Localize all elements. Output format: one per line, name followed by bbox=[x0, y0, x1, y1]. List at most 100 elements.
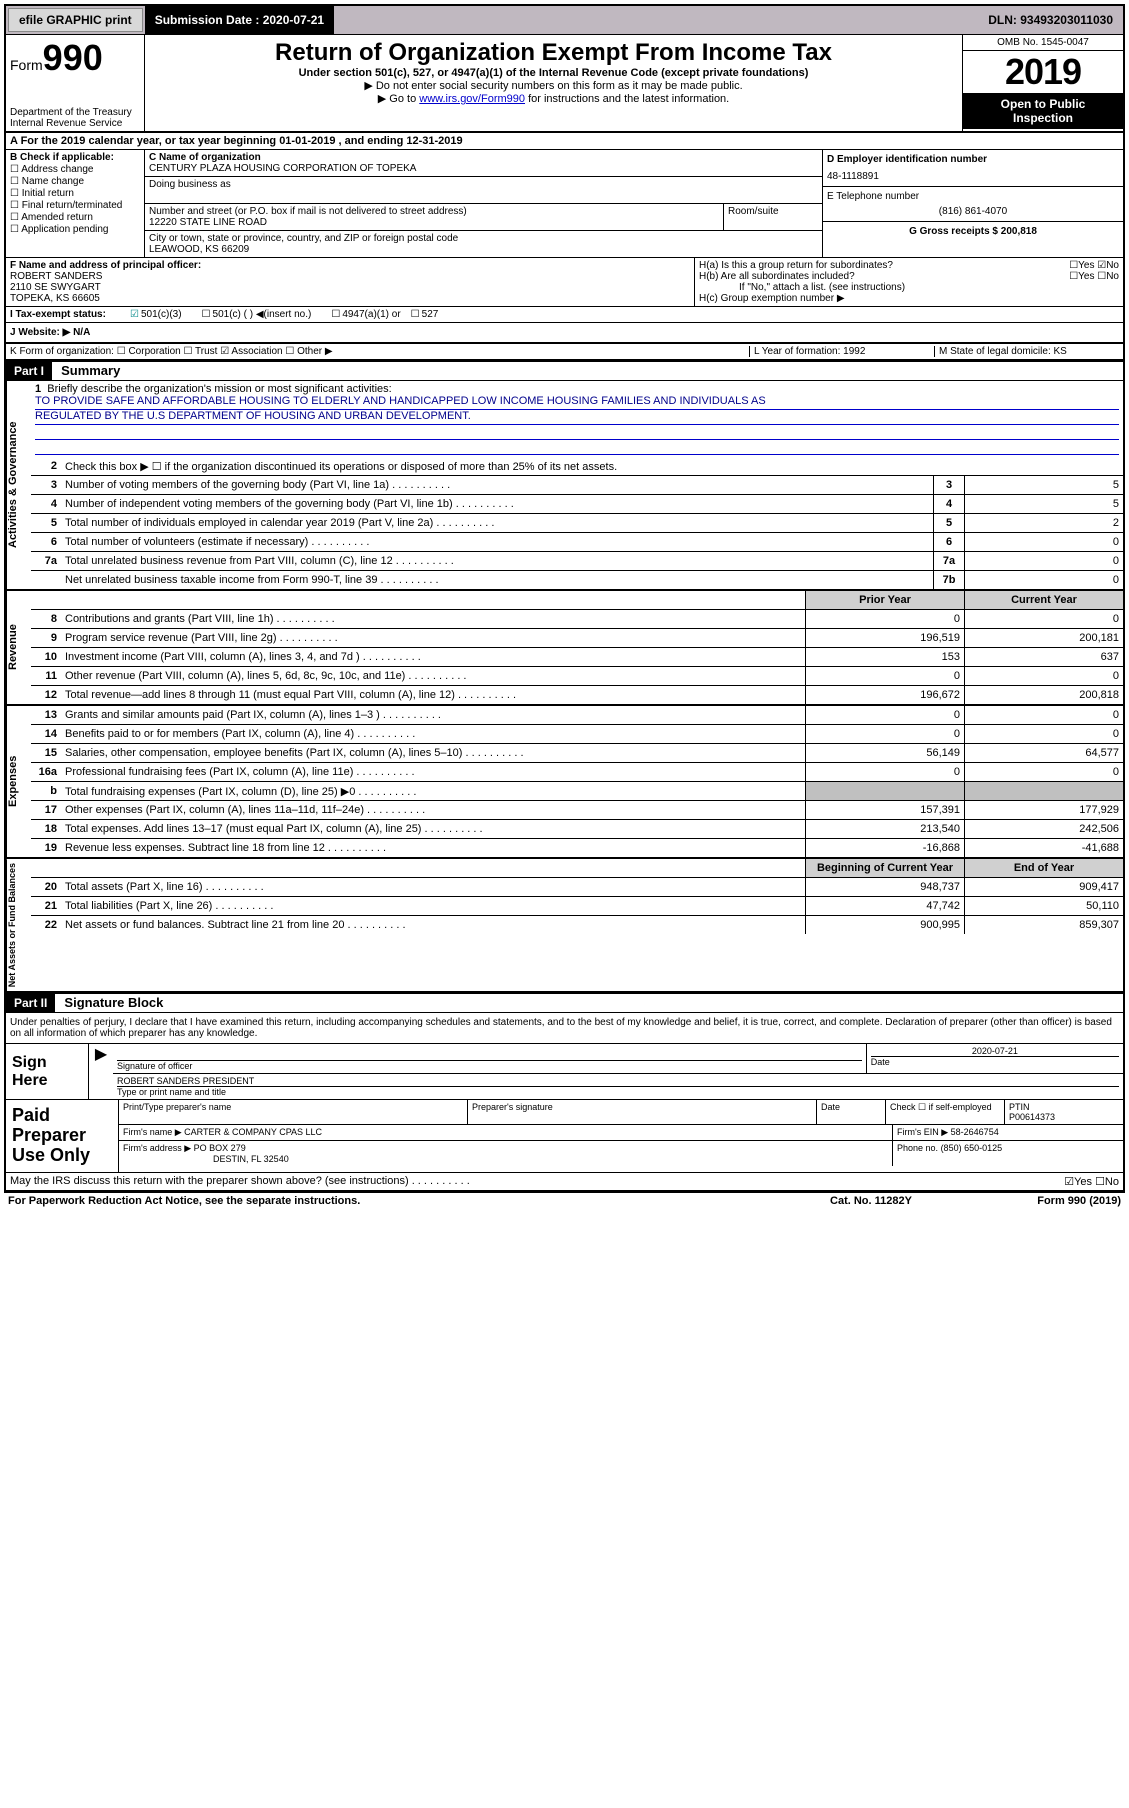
begin-year-header: Beginning of Current Year bbox=[805, 859, 964, 877]
sign-arrow-icon: ▶ bbox=[89, 1044, 113, 1099]
summary-line: 15Salaries, other compensation, employee… bbox=[31, 744, 1123, 763]
year-formation: L Year of formation: 1992 bbox=[749, 346, 934, 357]
open-to-public: Open to Public Inspection bbox=[963, 93, 1123, 129]
summary-expenses: Expenses 13Grants and similar amounts pa… bbox=[6, 706, 1123, 859]
officer-name: ROBERT SANDERS bbox=[10, 271, 690, 282]
discuss-answer: ☑Yes ☐No bbox=[1064, 1175, 1119, 1188]
chk-initial-return[interactable]: Initial return bbox=[10, 188, 140, 199]
summary-line: 12Total revenue—add lines 8 through 11 (… bbox=[31, 686, 1123, 704]
gov-line: 7aTotal unrelated business revenue from … bbox=[31, 552, 1123, 571]
col-b-checkboxes: B Check if applicable: Address change Na… bbox=[6, 150, 145, 257]
state-domicile: M State of legal domicile: KS bbox=[934, 346, 1119, 357]
paid-preparer-label: Paid Preparer Use Only bbox=[6, 1100, 119, 1171]
goto-note: ▶ Go to www.irs.gov/Form990 for instruct… bbox=[149, 92, 958, 105]
dept-treasury: Department of the Treasury bbox=[10, 107, 140, 118]
room-suite-label: Room/suite bbox=[724, 204, 822, 230]
vtab-netassets: Net Assets or Fund Balances bbox=[6, 859, 31, 991]
prior-year-header: Prior Year bbox=[805, 591, 964, 609]
officer-label: F Name and address of principal officer: bbox=[10, 260, 690, 271]
firm-name-label: Firm's name ▶ bbox=[123, 1127, 182, 1137]
summary-line: 17Other expenses (Part IX, column (A), l… bbox=[31, 801, 1123, 820]
sig-officer-label: Signature of officer bbox=[117, 1060, 862, 1071]
firm-ein: 58-2646754 bbox=[951, 1127, 999, 1137]
paid-preparer-row: Paid Preparer Use Only Print/Type prepar… bbox=[6, 1100, 1123, 1172]
hb-note: If "No," attach a list. (see instruction… bbox=[699, 282, 1119, 293]
discuss-question: May the IRS discuss this return with the… bbox=[10, 1175, 1064, 1188]
summary-line: 13Grants and similar amounts paid (Part … bbox=[31, 706, 1123, 725]
form-number: Form990 bbox=[10, 37, 140, 79]
vtab-governance: Activities & Governance bbox=[6, 381, 31, 589]
line-1-briefly: 1 Briefly describe the organization's mi… bbox=[31, 381, 1123, 457]
summary-line: 9Program service revenue (Part VIII, lin… bbox=[31, 629, 1123, 648]
summary-line: 10Investment income (Part VIII, column (… bbox=[31, 648, 1123, 667]
cat-number: Cat. No. 11282Y bbox=[771, 1195, 971, 1207]
sign-here-row: Sign Here ▶ Signature of officer 2020-07… bbox=[6, 1044, 1123, 1100]
ssn-note: ▶ Do not enter social security numbers o… bbox=[149, 79, 958, 92]
ein-label: D Employer identification number bbox=[827, 154, 1119, 165]
chk-amended[interactable]: Amended return bbox=[10, 212, 140, 223]
row-k: K Form of organization: ☐ Corporation ☐ … bbox=[6, 344, 1123, 361]
part1-header: Part I bbox=[6, 362, 52, 380]
dln: DLN: 93493203011030 bbox=[978, 6, 1123, 34]
footer-note: For Paperwork Reduction Act Notice, see … bbox=[4, 1193, 1125, 1209]
gov-line: 4Number of independent voting members of… bbox=[31, 495, 1123, 514]
current-year-header: Current Year bbox=[964, 591, 1123, 609]
city-label: City or town, state or province, country… bbox=[149, 233, 818, 244]
firm-addr2: DESTIN, FL 32540 bbox=[123, 1154, 888, 1164]
irs-label: Internal Revenue Service bbox=[10, 118, 140, 129]
chk-4947[interactable]: 4947(a)(1) or bbox=[331, 309, 400, 320]
chk-name-change[interactable]: Name change bbox=[10, 176, 140, 187]
omb-number: OMB No. 1545-0047 bbox=[963, 35, 1123, 51]
sign-here-label: Sign Here bbox=[6, 1044, 89, 1099]
form-version: Form 990 (2019) bbox=[971, 1195, 1121, 1207]
gov-line: 2Check this box ▶ ☐ if the organization … bbox=[31, 457, 1123, 476]
summary-line: 22Net assets or fund balances. Subtract … bbox=[31, 916, 1123, 934]
summary-line: 14Benefits paid to or for members (Part … bbox=[31, 725, 1123, 744]
ha-answer: ☐Yes ☑No bbox=[1069, 260, 1119, 271]
summary-governance: Activities & Governance 1 Briefly descri… bbox=[6, 381, 1123, 591]
dba-label: Doing business as bbox=[149, 179, 818, 190]
paperwork-notice: For Paperwork Reduction Act Notice, see … bbox=[8, 1195, 771, 1207]
col-c-org-info: C Name of organization CENTURY PLAZA HOU… bbox=[145, 150, 822, 257]
section-fh: F Name and address of principal officer:… bbox=[6, 258, 1123, 307]
summary-line: 19Revenue less expenses. Subtract line 1… bbox=[31, 839, 1123, 857]
summary-line: 11Other revenue (Part VIII, column (A), … bbox=[31, 667, 1123, 686]
summary-line: bTotal fundraising expenses (Part IX, co… bbox=[31, 782, 1123, 801]
gov-line: 6Total number of volunteers (estimate if… bbox=[31, 533, 1123, 552]
form-subtitle: Under section 501(c), 527, or 4947(a)(1)… bbox=[149, 67, 958, 79]
mission-text-1: TO PROVIDE SAFE AND AFFORDABLE HOUSING T… bbox=[35, 395, 1119, 410]
tax-year: 2019 bbox=[963, 51, 1123, 93]
end-year-header: End of Year bbox=[964, 859, 1123, 877]
part1-title: Summary bbox=[55, 363, 120, 378]
summary-line: 20Total assets (Part X, line 16)948,7379… bbox=[31, 878, 1123, 897]
revenue-header: Prior Year Current Year bbox=[31, 591, 1123, 610]
efile-print-button[interactable]: efile GRAPHIC print bbox=[8, 8, 143, 32]
row-a-tax-year: A For the 2019 calendar year, or tax yea… bbox=[6, 133, 1123, 150]
firm-phone: (850) 650-0125 bbox=[941, 1143, 1003, 1153]
chk-501c[interactable]: 501(c) ( ) ◀(insert no.) bbox=[202, 309, 312, 320]
chk-501c3[interactable]: 501(c)(3) bbox=[130, 309, 182, 320]
firm-addr1: PO BOX 279 bbox=[194, 1143, 246, 1153]
gov-line: 3Number of voting members of the governi… bbox=[31, 476, 1123, 495]
submission-date: Submission Date : 2020-07-21 bbox=[145, 6, 334, 34]
ptin-label: PTIN bbox=[1009, 1102, 1119, 1112]
preparer-sig-label: Preparer's signature bbox=[468, 1100, 817, 1124]
chk-app-pending[interactable]: Application pending bbox=[10, 224, 140, 235]
sig-date-label: Date bbox=[871, 1056, 1119, 1067]
vtab-expenses: Expenses bbox=[6, 706, 31, 857]
form-990-container: efile GRAPHIC print Submission Date : 20… bbox=[4, 4, 1125, 1193]
part2-bar: Part II Signature Block bbox=[6, 993, 1123, 1013]
summary-line: 8Contributions and grants (Part VIII, li… bbox=[31, 610, 1123, 629]
section-bcd: B Check if applicable: Address change Na… bbox=[6, 150, 1123, 258]
chk-address-change[interactable]: Address change bbox=[10, 164, 140, 175]
phone-label: E Telephone number bbox=[827, 191, 1119, 202]
ptin-value: P00614373 bbox=[1009, 1112, 1119, 1122]
net-header: Beginning of Current Year End of Year bbox=[31, 859, 1123, 878]
chk-527[interactable]: 527 bbox=[411, 309, 439, 320]
gov-line: Net unrelated business taxable income fr… bbox=[31, 571, 1123, 589]
part2-header: Part II bbox=[6, 994, 55, 1012]
self-employed-check[interactable]: Check ☐ if self-employed bbox=[886, 1100, 1005, 1124]
firm-addr-label: Firm's address ▶ bbox=[123, 1143, 191, 1153]
chk-final-return[interactable]: Final return/terminated bbox=[10, 200, 140, 211]
irs-link[interactable]: www.irs.gov/Form990 bbox=[419, 93, 525, 105]
